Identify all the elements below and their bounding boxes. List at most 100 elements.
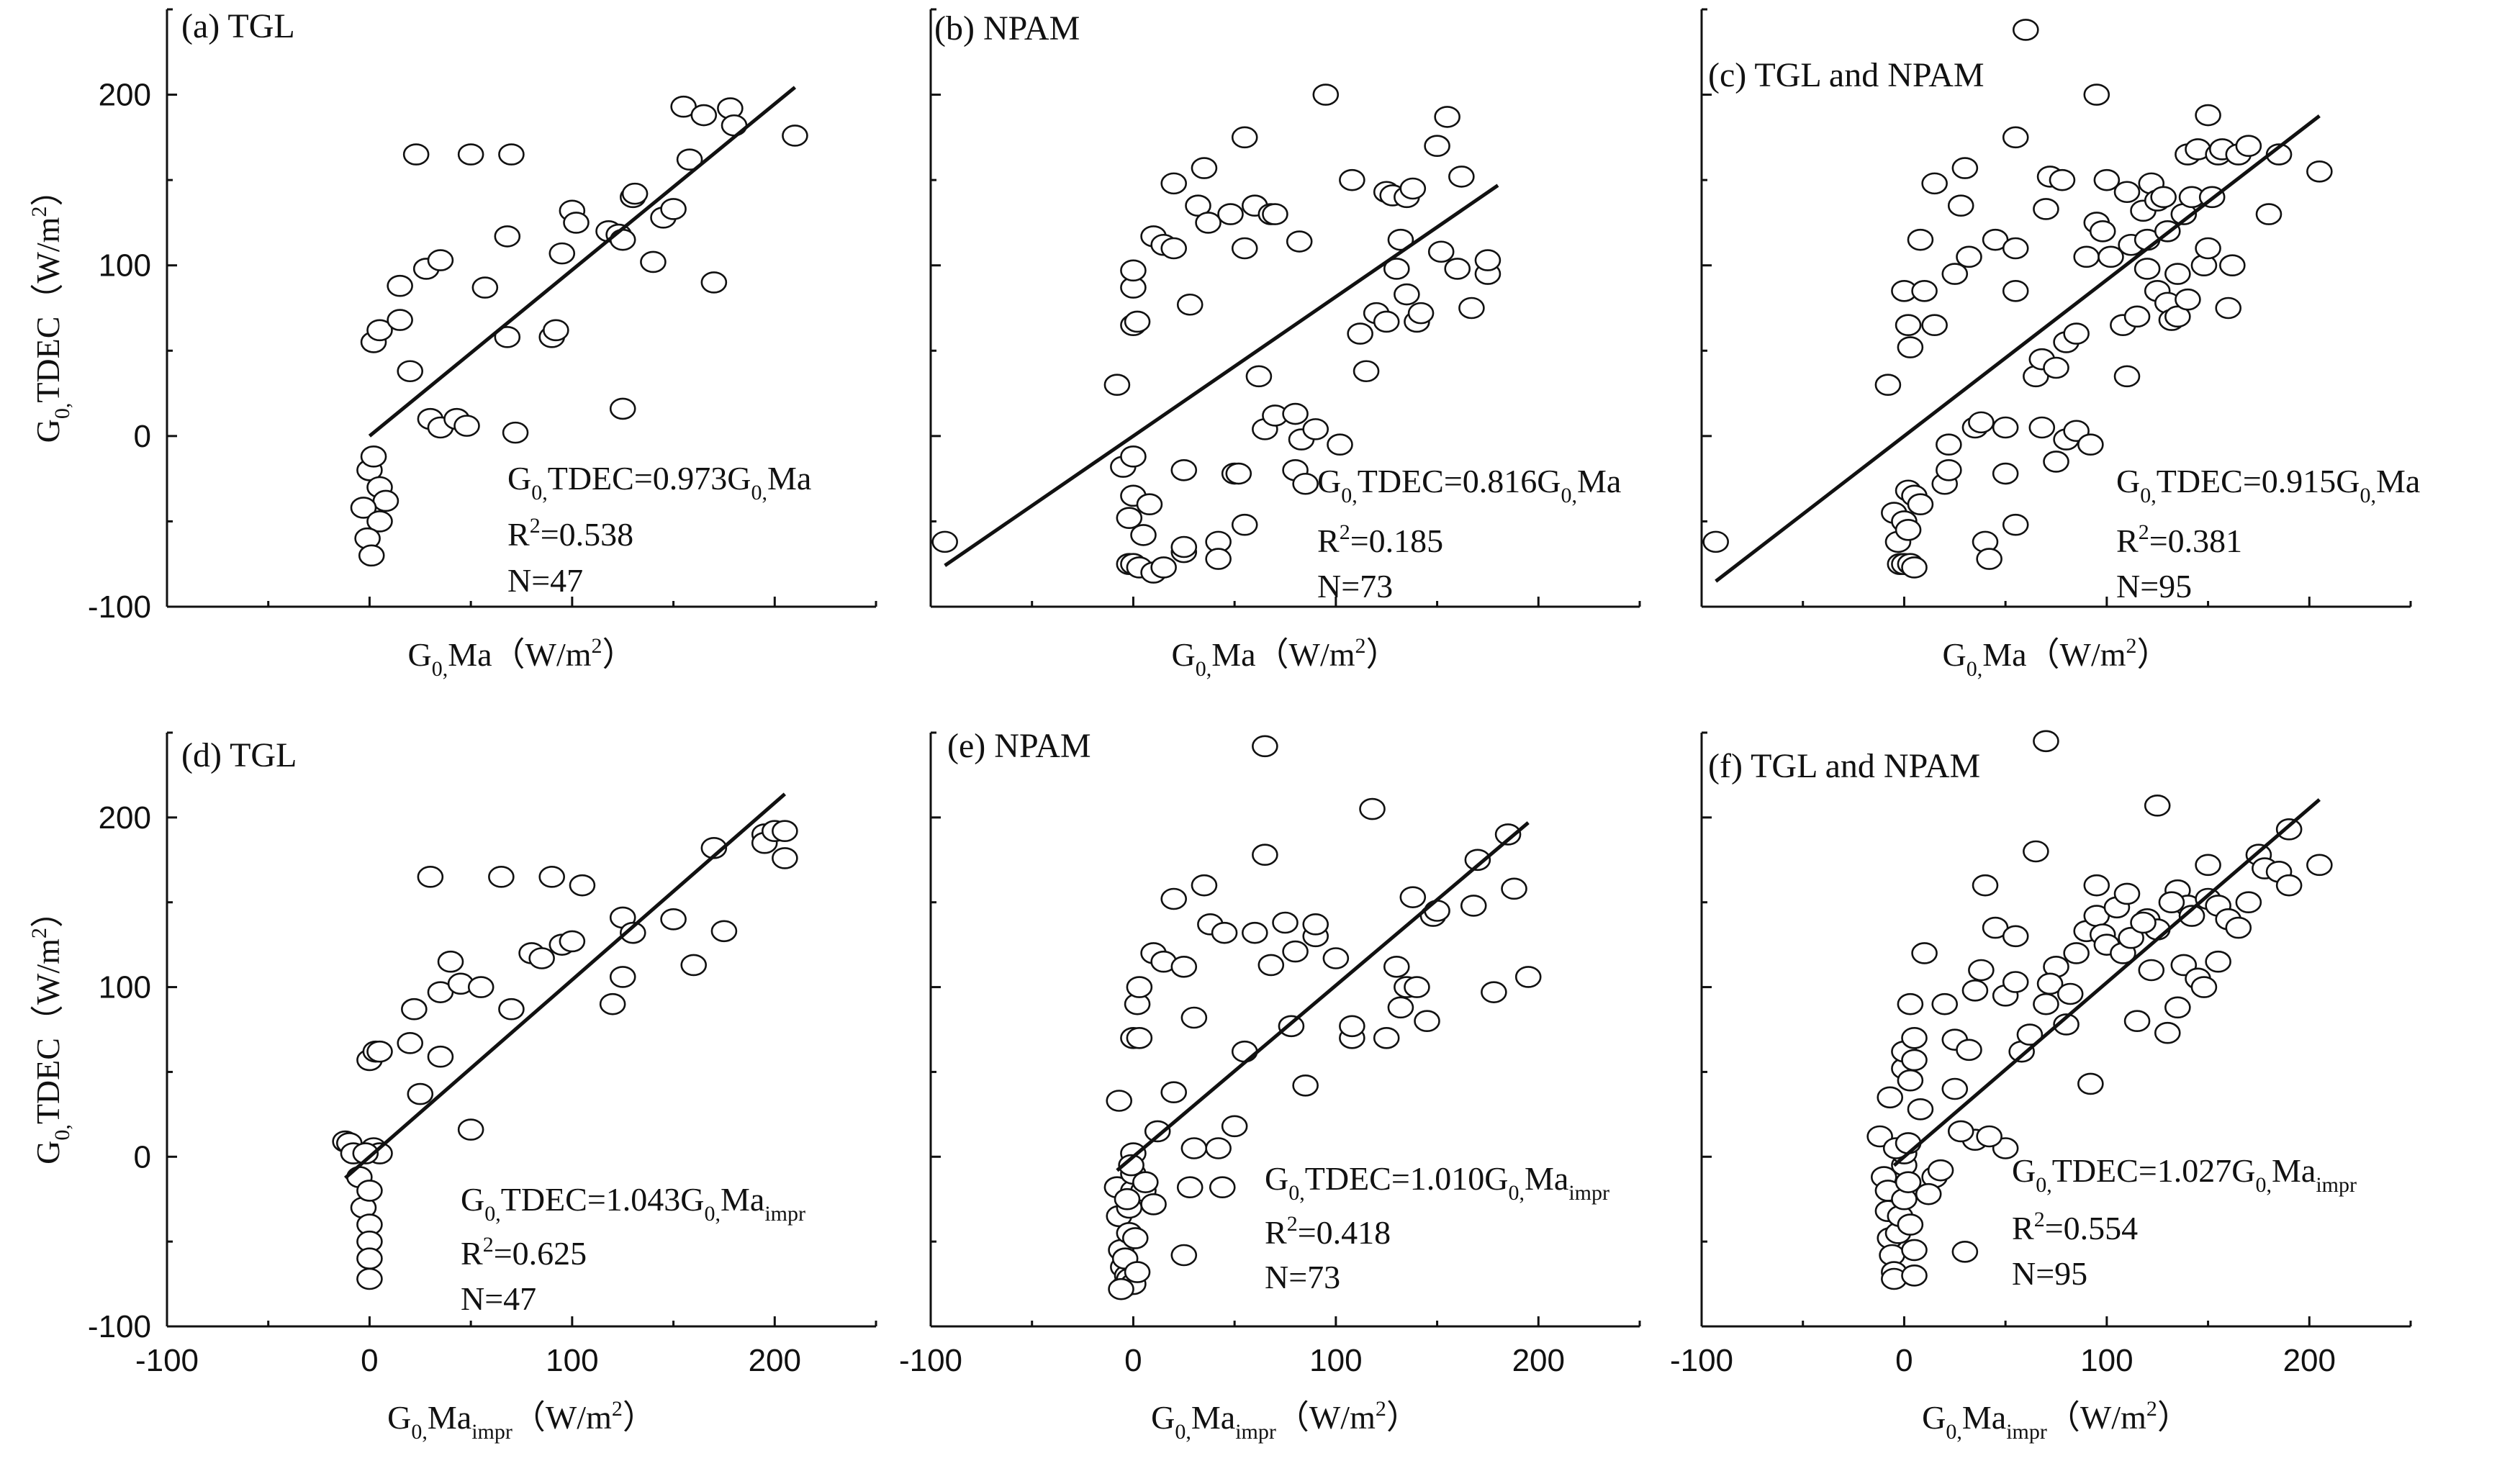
point-f (2083, 874, 2110, 897)
point-a (494, 326, 521, 348)
point-b (1407, 302, 1435, 325)
r-squared-b: R2=0.185 (1317, 520, 1443, 559)
xl-unit: （W/m (1276, 1399, 1376, 1436)
eq-ma: Ma (721, 1181, 764, 1218)
point-a (660, 198, 687, 220)
sample-size-c: N=95 (2116, 568, 2192, 605)
point-e (1494, 823, 1522, 846)
point-a (563, 212, 590, 234)
r2-val: =0.554 (2045, 1210, 2138, 1247)
x-tick-label-d: 0 (361, 1343, 378, 1378)
eq-sub: 0, (2360, 484, 2377, 507)
x-tick-label-e: 100 (1309, 1343, 1362, 1378)
xl-close: ） (2137, 636, 2170, 673)
xl-sup: 2 (612, 1397, 623, 1421)
point-f (2195, 854, 2221, 877)
eq-sub: 0, (2036, 1173, 2052, 1197)
point-e (1501, 877, 1527, 900)
point-c (1874, 374, 1902, 397)
panel-f: -100 0 100 200(f) TGL and NPAMG0,TDEC=1.027… (1670, 730, 2412, 1444)
point-a (543, 319, 569, 342)
point-c (1968, 411, 1995, 434)
point-f (2023, 840, 2049, 863)
r2-r: R (1265, 1214, 1287, 1251)
eq-body: TDEC=1.010G (1305, 1160, 1509, 1197)
x-axis-title-e: G0,Maimpr（W/m2） (1151, 1397, 1419, 1444)
y-axis-title-a: G0,TDEC（W/m2） (27, 173, 74, 443)
point-a (502, 421, 529, 444)
xl-impr: impr (2006, 1420, 2047, 1444)
eq-g: G (461, 1181, 484, 1218)
point-a (498, 143, 525, 166)
point-d (437, 950, 464, 973)
y-tick-label-d: 200 (99, 800, 151, 836)
point-f (1901, 1239, 1928, 1262)
r2-val: =0.538 (541, 516, 633, 553)
point-b (1150, 556, 1177, 579)
point-c (2093, 168, 2121, 191)
point-f (1895, 1171, 1922, 1193)
point-d (467, 976, 495, 998)
yl-g: G (30, 1141, 66, 1164)
eq-ma: Ma (2376, 463, 2420, 499)
point-e (1180, 1137, 1208, 1159)
yl-body: TDEC（W/m (30, 938, 66, 1124)
point-d (352, 1142, 379, 1164)
point-c (2113, 365, 2141, 388)
point-a (366, 510, 393, 533)
point-e (1282, 940, 1309, 963)
x-tick-label-e: 200 (1512, 1343, 1565, 1378)
point-d (488, 866, 515, 888)
r2-sup: 2 (2034, 1208, 2045, 1231)
point-b (1399, 177, 1427, 200)
point-f (1927, 1159, 1954, 1182)
point-c (2098, 245, 2124, 268)
point-d (619, 921, 646, 944)
point-b (1434, 106, 1460, 128)
point-b (1160, 237, 1188, 260)
xl-sub: 0, (1946, 1420, 1962, 1444)
point-c (2043, 451, 2069, 473)
point-f (2002, 925, 2029, 948)
point-b (1327, 433, 1353, 456)
point-f (2056, 982, 2084, 1005)
point-e (1387, 996, 1414, 1019)
point-b (1353, 360, 1380, 383)
point-b (1195, 212, 1222, 234)
point-d (401, 997, 428, 1021)
point-f (2158, 891, 2185, 914)
y-tick-label-a: 0 (134, 419, 151, 454)
point-a (387, 309, 413, 331)
point-a (721, 114, 748, 137)
sample-size-a: N=47 (507, 562, 583, 599)
point-f (2306, 854, 2333, 877)
point-f (1968, 959, 1995, 982)
point-c (2083, 83, 2110, 106)
point-e (1221, 1115, 1248, 1138)
fit-line-c (1715, 114, 2321, 583)
point-e (1464, 849, 1491, 872)
point-f (2154, 1021, 2181, 1044)
eq-sub: 0, (2140, 484, 2157, 507)
point-d (559, 930, 586, 953)
y-tick-label-d: 100 (99, 970, 151, 1005)
point-d (772, 820, 798, 843)
eq-sub: 0, (1288, 1181, 1305, 1205)
point-e (1373, 1026, 1400, 1049)
eq-body: TDEC=1.027G (2052, 1152, 2256, 1189)
point-f (2205, 950, 2231, 973)
point-f (2033, 992, 2059, 1015)
point-c (1895, 518, 1922, 541)
eq-ma: Ma (767, 460, 811, 497)
point-e (1302, 913, 1329, 936)
point-f (1947, 1120, 1974, 1143)
point-e (1121, 1227, 1149, 1249)
r2-r: R (507, 516, 530, 553)
point-c (2150, 186, 2177, 209)
point-e (1241, 921, 1268, 944)
eq-sub: 0, (1509, 1181, 1525, 1205)
eq-impr: impr (764, 1202, 805, 1226)
point-a (640, 250, 667, 273)
point-f (2275, 818, 2303, 841)
